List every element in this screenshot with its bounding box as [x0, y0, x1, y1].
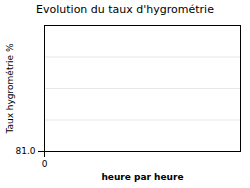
svg-text:heure par heure: heure par heure — [101, 172, 183, 182]
html-text:Evolution du taux d'hygrométri: Evolution du taux d'hygrométrie — [36, 3, 214, 16]
svg-text:Taux hygrométrie %: Taux hygrométrie % — [5, 43, 15, 135]
svg-text:0: 0 — [42, 159, 48, 169]
svg-text:81.0: 81.0 — [15, 146, 35, 156]
